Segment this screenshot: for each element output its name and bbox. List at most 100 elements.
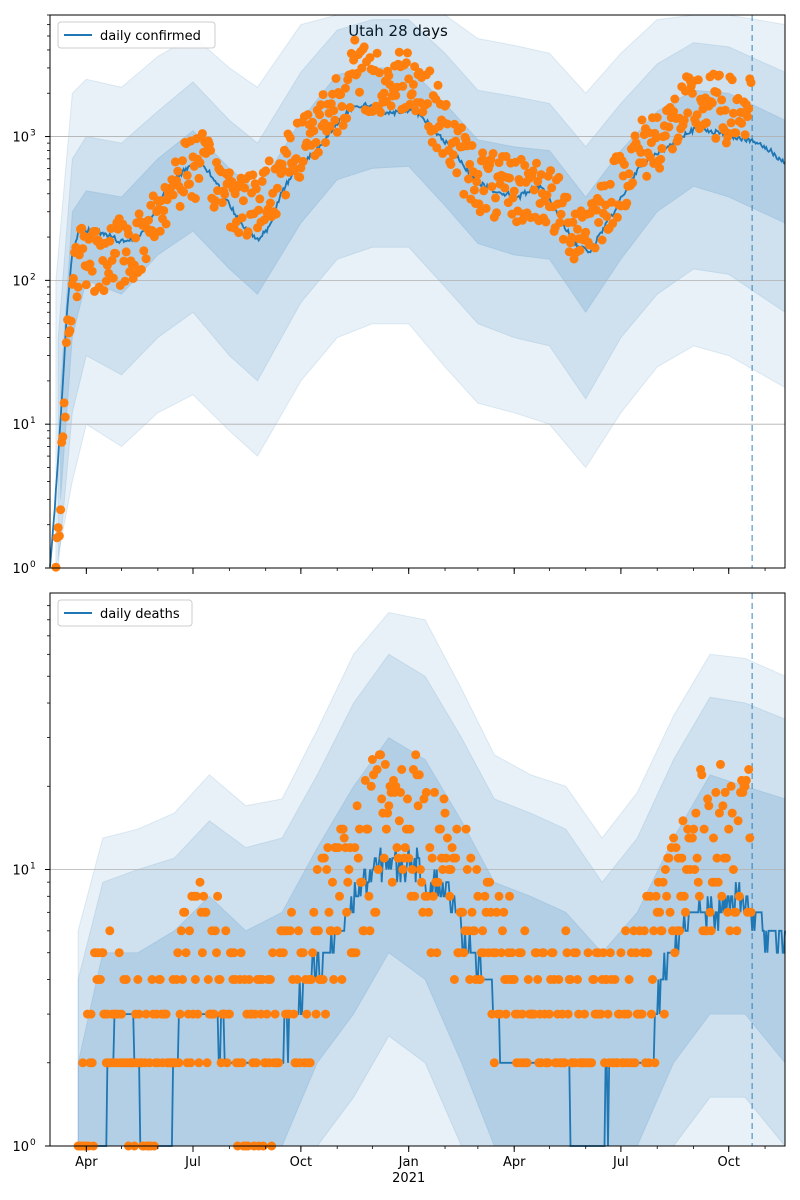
observed-point xyxy=(78,1058,88,1068)
observed-point xyxy=(687,88,697,98)
observed-point xyxy=(442,119,452,129)
observed-point xyxy=(87,1058,97,1068)
observed-point xyxy=(594,218,604,227)
observed-point xyxy=(712,88,722,97)
observed-point xyxy=(350,843,360,853)
observed-point xyxy=(77,223,87,233)
observed-point xyxy=(533,975,543,984)
observed-point xyxy=(332,926,342,936)
observed-point xyxy=(308,948,318,958)
observed-point xyxy=(622,198,632,208)
observed-point xyxy=(671,843,681,853)
observed-point xyxy=(201,907,211,917)
observed-point xyxy=(432,948,442,958)
observed-point xyxy=(105,236,115,246)
figure-title: Utah 28 days xyxy=(348,22,448,40)
observed-point xyxy=(311,1009,321,1019)
observed-point xyxy=(705,907,715,917)
observed-point xyxy=(410,891,420,901)
observed-point xyxy=(248,170,258,180)
observed-point xyxy=(377,794,387,804)
observed-point xyxy=(619,160,629,169)
observed-point xyxy=(405,824,415,834)
observed-point xyxy=(384,71,394,81)
observed-point xyxy=(405,99,415,109)
observed-point xyxy=(430,787,439,797)
observed-point xyxy=(746,907,756,917)
observed-point xyxy=(161,219,171,229)
observed-point xyxy=(664,853,674,863)
observed-point xyxy=(315,110,325,120)
observed-point xyxy=(417,877,427,887)
x-tick-label: Oct xyxy=(290,1155,312,1170)
observed-point xyxy=(285,133,295,143)
observed-point xyxy=(374,68,384,78)
observed-point xyxy=(699,824,709,834)
observed-point xyxy=(174,1058,184,1068)
observed-point xyxy=(178,975,187,984)
observed-point xyxy=(433,877,443,887)
observed-point xyxy=(87,266,97,276)
observed-point xyxy=(583,948,593,958)
observed-point xyxy=(464,174,473,184)
observed-point xyxy=(295,172,305,182)
observed-point xyxy=(492,208,502,218)
observed-point xyxy=(185,179,194,189)
observed-point xyxy=(733,816,743,826)
observed-point xyxy=(324,907,334,917)
observed-point xyxy=(278,948,288,958)
observed-point xyxy=(111,249,121,258)
y-tick-label: 10 xyxy=(12,562,29,577)
legend: daily confirmed xyxy=(57,21,216,49)
observed-point xyxy=(302,1009,312,1019)
observed-point xyxy=(413,801,423,811)
observed-point xyxy=(179,187,189,197)
observed-point xyxy=(637,115,647,125)
observed-point xyxy=(237,1058,247,1068)
observed-point xyxy=(342,907,352,917)
observed-point xyxy=(496,948,506,958)
observed-point xyxy=(556,209,566,219)
observed-point xyxy=(669,107,679,116)
observed-point xyxy=(520,160,530,170)
observed-point xyxy=(73,282,83,292)
observed-point xyxy=(714,808,724,818)
observed-point xyxy=(192,891,201,901)
observed-point xyxy=(56,505,66,515)
observed-point xyxy=(85,259,95,269)
observed-point xyxy=(488,149,498,158)
observed-point xyxy=(255,194,265,204)
legend: daily deaths xyxy=(57,599,193,627)
observed-point xyxy=(381,824,391,834)
observed-point xyxy=(383,808,393,818)
observed-point xyxy=(543,1058,553,1068)
observed-point xyxy=(61,338,71,348)
x-tick-label: Jul xyxy=(184,1155,201,1170)
observed-point xyxy=(376,750,386,760)
observed-point xyxy=(365,926,375,936)
observed-point xyxy=(195,158,205,168)
observed-point xyxy=(440,808,450,818)
observed-point xyxy=(373,865,383,874)
observed-point xyxy=(363,824,373,834)
observed-point xyxy=(673,133,683,143)
observed-point xyxy=(400,843,410,853)
observed-point xyxy=(114,948,124,958)
observed-point xyxy=(351,948,361,958)
observed-point xyxy=(222,1058,232,1068)
y-tick-exponent: 1 xyxy=(30,862,36,872)
observed-point xyxy=(281,190,291,200)
observed-point xyxy=(675,926,684,936)
observed-point xyxy=(78,244,88,254)
observed-point xyxy=(217,198,227,208)
observed-point xyxy=(648,975,657,984)
observed-point xyxy=(59,398,69,408)
observed-point xyxy=(108,273,118,283)
observed-point xyxy=(264,156,274,166)
observed-point xyxy=(265,198,275,208)
observed-point xyxy=(628,178,638,188)
observed-point xyxy=(566,975,575,984)
observed-point xyxy=(134,1009,144,1019)
observed-point xyxy=(345,103,355,112)
